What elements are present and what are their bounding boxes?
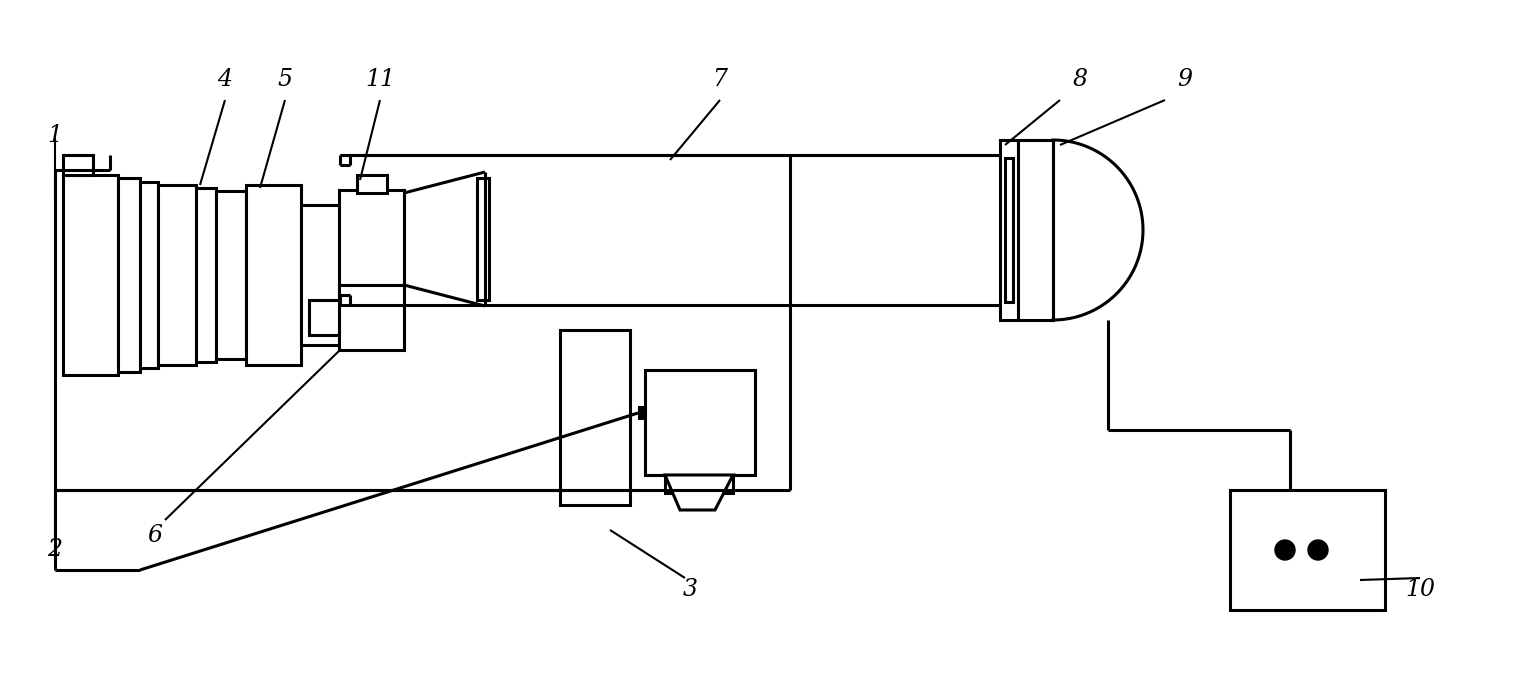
Bar: [1004, 158, 1013, 302]
Bar: [664, 475, 733, 493]
Text: 4: 4: [218, 68, 233, 91]
Text: 9: 9: [1178, 68, 1192, 91]
Text: 11: 11: [366, 68, 395, 91]
Text: 3: 3: [683, 578, 698, 601]
Bar: [477, 178, 489, 300]
Bar: [1018, 140, 1053, 320]
Bar: [197, 188, 216, 362]
Bar: [559, 330, 629, 505]
Circle shape: [1276, 540, 1295, 560]
Circle shape: [1308, 540, 1327, 560]
Bar: [338, 190, 404, 285]
Text: 6: 6: [148, 523, 163, 546]
Bar: [639, 406, 646, 420]
Bar: [216, 191, 245, 359]
Text: 5: 5: [277, 68, 293, 91]
Bar: [158, 185, 197, 365]
Bar: [309, 300, 338, 335]
Text: 10: 10: [1405, 578, 1436, 601]
Bar: [140, 182, 158, 368]
Bar: [117, 178, 140, 372]
Text: 1: 1: [47, 123, 62, 146]
Bar: [357, 175, 387, 193]
Text: 7: 7: [713, 68, 727, 91]
Bar: [62, 175, 117, 375]
Bar: [302, 205, 338, 345]
Bar: [338, 285, 404, 350]
Bar: [1230, 490, 1385, 610]
Text: 8: 8: [1073, 68, 1088, 91]
Bar: [62, 155, 93, 175]
Bar: [645, 370, 754, 475]
Polygon shape: [664, 475, 733, 510]
Text: 2: 2: [47, 539, 62, 562]
Bar: [245, 185, 302, 365]
Bar: [1000, 140, 1018, 320]
